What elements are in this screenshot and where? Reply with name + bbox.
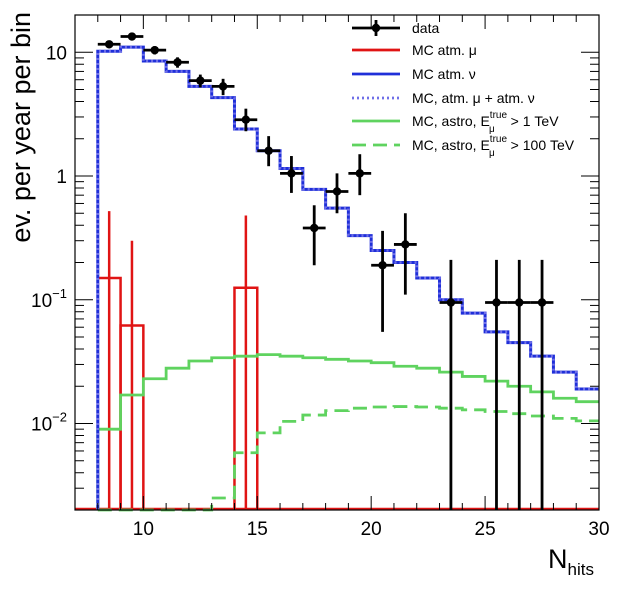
data-marker	[310, 223, 319, 233]
legend-label: MC, astro, Etrue μ > 1 TeV	[412, 110, 559, 135]
legend-label-main: MC, astro, E	[412, 137, 490, 153]
data-point	[234, 108, 258, 132]
legend-label-main: MC atm. μ	[412, 42, 477, 58]
data-point	[530, 259, 554, 510]
data-point	[120, 32, 144, 41]
x-tick-label: 30	[588, 519, 609, 540]
legend-label-sub: μ	[489, 148, 495, 159]
data-marker	[537, 298, 547, 307]
data-marker	[241, 115, 251, 124]
data-point	[166, 57, 189, 68]
y-tick-exponent: −2	[52, 410, 67, 425]
data-point	[188, 74, 212, 88]
legend-label: MC, astro, Etrue μ > 100 TeV	[412, 134, 575, 159]
legend-label-sup: true	[490, 134, 508, 145]
legend-entry-mc_mu: MC atm. μ	[352, 42, 477, 58]
y-tick-base: 10	[31, 291, 52, 312]
legend-label: MC atm. ν	[412, 66, 476, 82]
y-tick-label: 1	[56, 167, 67, 188]
data-points	[97, 32, 554, 510]
legend-entry-astro1: MC, astro, Etrue μ > 1 TeV	[352, 110, 559, 135]
legend-label: MC, atm. μ + atm. ν	[412, 90, 535, 106]
data-point	[348, 154, 372, 196]
astro-1tev-line	[96, 353, 599, 510]
data-marker	[104, 40, 114, 49]
data-point	[371, 230, 394, 332]
data-point	[485, 259, 508, 510]
mc-nu-line	[96, 45, 599, 510]
y-tick-label: 10−1	[31, 286, 67, 312]
legend: data MC atm. μ MC atm. ν MC, atm. μ + atm. …	[352, 20, 575, 159]
y-tick-base: 10	[31, 415, 52, 436]
data-point	[302, 205, 326, 266]
x-tick-label: 15	[247, 519, 268, 540]
data-point	[97, 40, 121, 49]
y-axis-title: ev. per year per bin	[6, 12, 36, 243]
data-point	[393, 213, 417, 295]
legend-label-suffix: > 100 TeV	[507, 137, 575, 153]
y-tick-label: 10	[46, 43, 67, 64]
data-marker	[287, 169, 296, 178]
legend-label-main: MC, astro, E	[412, 113, 490, 129]
data-marker	[264, 146, 273, 155]
data-point	[280, 156, 303, 193]
data-marker	[127, 32, 137, 41]
legend-label-sup: true	[490, 110, 508, 121]
legend-entry-data: data	[352, 20, 439, 36]
data-point	[507, 259, 531, 510]
legend-label-sub: μ	[489, 124, 495, 135]
x-axis-title: Nhits	[548, 544, 594, 579]
data-marker	[355, 169, 364, 178]
data-point	[143, 45, 167, 55]
data-marker	[196, 76, 205, 85]
data-marker	[218, 82, 228, 91]
legend-entry-astro100: MC, astro, Etrue μ > 100 TeV	[352, 134, 575, 159]
data-point	[325, 173, 349, 214]
legend-label-main: MC atm. ν	[412, 66, 476, 82]
data-marker	[332, 187, 342, 196]
x-tick-label: 10	[133, 519, 154, 540]
data-point	[439, 259, 463, 510]
data-marker	[401, 240, 410, 249]
y-tick-exponent: −1	[52, 286, 67, 301]
legend-label: MC atm. μ	[412, 42, 477, 58]
data-marker	[378, 261, 387, 270]
legend-marker	[371, 23, 381, 33]
legend-entry-mc_sum: MC, atm. μ + atm. ν	[352, 90, 535, 106]
data-marker	[173, 58, 182, 67]
legend-label-main: MC, atm. μ + atm. ν	[412, 90, 535, 106]
data-marker	[446, 298, 456, 307]
data-marker	[492, 298, 501, 307]
legend-label-main: data	[412, 20, 439, 36]
legend-label: data	[412, 20, 439, 36]
legend-label-suffix: > 1 TeV	[507, 113, 559, 129]
data-point	[257, 136, 281, 167]
x-tick-label: 20	[361, 519, 382, 540]
data-marker	[150, 45, 159, 55]
legend-entry-mc_nu: MC atm. ν	[352, 66, 476, 82]
y-tick-label: 10−2	[31, 410, 67, 436]
x-tick-label: 25	[475, 519, 496, 540]
x-axis-title-sub: hits	[568, 560, 594, 579]
series-layer	[75, 45, 599, 512]
data-point	[211, 78, 235, 96]
data-marker	[515, 298, 524, 307]
